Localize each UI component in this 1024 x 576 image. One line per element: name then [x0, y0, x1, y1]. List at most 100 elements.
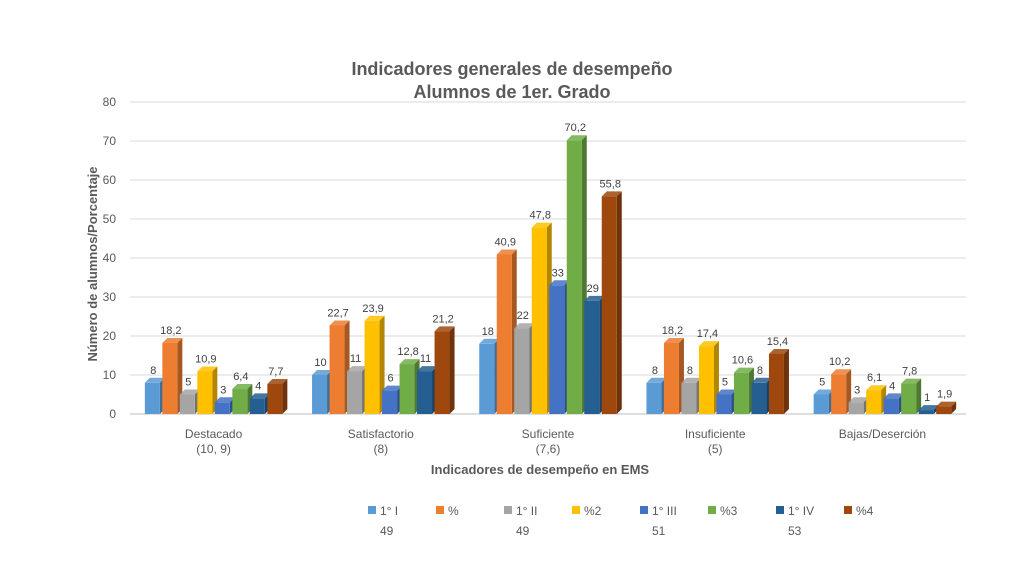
bar-top	[197, 366, 218, 372]
data-label: 7,7	[268, 366, 283, 378]
x-tick-label: Bajas/Deserción	[839, 427, 926, 441]
legend-label: 1° III	[652, 504, 677, 518]
bar-front	[918, 410, 934, 414]
bar-front	[382, 390, 398, 414]
bar-front	[663, 343, 679, 414]
y-axis-ticks: 0 10 20 30 40 50 60 70 80	[103, 95, 117, 421]
bar	[364, 315, 385, 414]
bar-front	[179, 394, 195, 414]
bar-front	[566, 140, 582, 414]
bar-front	[496, 254, 512, 414]
bar	[566, 135, 587, 414]
bar-top	[584, 295, 605, 301]
data-label: 18,2	[160, 325, 181, 337]
bar-top	[399, 359, 420, 365]
bar-front	[646, 382, 662, 414]
data-label: 5	[819, 377, 825, 389]
bar-top	[382, 385, 403, 391]
bar	[179, 389, 200, 414]
data-label: 11	[350, 353, 361, 365]
data-label: 8	[652, 365, 658, 377]
bar	[848, 397, 869, 414]
legend-item: %4	[844, 504, 874, 518]
bar-front	[399, 364, 415, 414]
bar-top	[733, 367, 754, 373]
data-label: 6	[387, 373, 393, 385]
bar	[162, 338, 183, 414]
bar-front	[162, 343, 178, 414]
bar	[267, 378, 288, 414]
bar	[197, 366, 218, 414]
legend-swatch	[572, 506, 580, 514]
bar	[831, 369, 852, 414]
bar-top	[681, 377, 702, 383]
data-label: 3	[220, 384, 226, 396]
legend-item: 1° II 49	[504, 504, 537, 538]
bar	[918, 405, 939, 414]
bar-side	[449, 326, 455, 414]
bar	[751, 377, 772, 414]
bar-front	[479, 343, 495, 414]
bar-front	[768, 353, 784, 414]
bar-top	[883, 393, 904, 399]
data-label: 10,6	[732, 355, 753, 367]
legend-item: %3	[708, 504, 738, 518]
bar	[531, 222, 552, 414]
bar	[144, 377, 165, 414]
bar-top	[329, 320, 350, 326]
bar-front	[848, 402, 864, 414]
data-label: 15,4	[767, 336, 788, 348]
x-axis-ticks: Destacado(10, 9) Satisfactorio(8) Suficien…	[185, 427, 926, 456]
bar	[584, 295, 605, 414]
bar-top	[918, 405, 939, 411]
bar-side	[616, 191, 622, 414]
bar	[681, 377, 702, 414]
bar-front	[866, 390, 882, 414]
bar-front	[901, 383, 917, 414]
bar-top	[936, 401, 957, 407]
y-tick-label: 40	[103, 251, 117, 265]
legend-label: %3	[720, 504, 738, 518]
data-label: 17,4	[697, 328, 718, 340]
bar	[479, 338, 500, 414]
x-tick-label: (5)	[708, 442, 723, 456]
bar	[514, 323, 535, 414]
bar	[549, 280, 570, 414]
bar-front	[197, 371, 213, 414]
legend-swatch	[436, 506, 444, 514]
bar-front	[584, 300, 600, 414]
legend-swatch	[640, 506, 648, 514]
bar	[901, 378, 922, 414]
data-label: 18,2	[662, 325, 683, 337]
bar-front	[681, 382, 697, 414]
data-label: 1,9	[937, 389, 952, 401]
x-tick-label: Suficiente	[522, 427, 575, 441]
data-label: 47,8	[530, 210, 551, 222]
data-label: 11	[420, 353, 431, 365]
data-label: 7,8	[902, 366, 917, 378]
bar-front	[312, 375, 328, 414]
y-tick-label: 10	[103, 368, 117, 382]
y-axis-title: Número de alumnos/Porcentaje	[85, 166, 100, 361]
bar	[399, 359, 420, 414]
x-tick-label: Satisfactorio	[348, 427, 414, 441]
bar	[329, 320, 350, 414]
x-tick-label: (7,6)	[536, 442, 561, 456]
bar	[646, 377, 667, 414]
bar-top	[249, 393, 270, 399]
bar-front	[144, 382, 160, 414]
bar-top	[646, 377, 667, 383]
y-tick-label: 0	[109, 407, 116, 421]
bar-top	[531, 222, 552, 228]
bar-top	[514, 323, 535, 329]
legend-label-count: 51	[652, 524, 666, 538]
legend-label: 1° IV	[788, 504, 814, 518]
data-label: 4	[889, 380, 895, 392]
bar-top	[751, 377, 772, 383]
data-label: 10,9	[195, 353, 216, 365]
bar-front	[883, 398, 899, 414]
chart-subtitle: Alumnos de 1er. Grado	[413, 82, 610, 102]
legend-item: %2	[572, 504, 602, 518]
bar	[716, 389, 737, 414]
bar-top	[601, 191, 622, 197]
